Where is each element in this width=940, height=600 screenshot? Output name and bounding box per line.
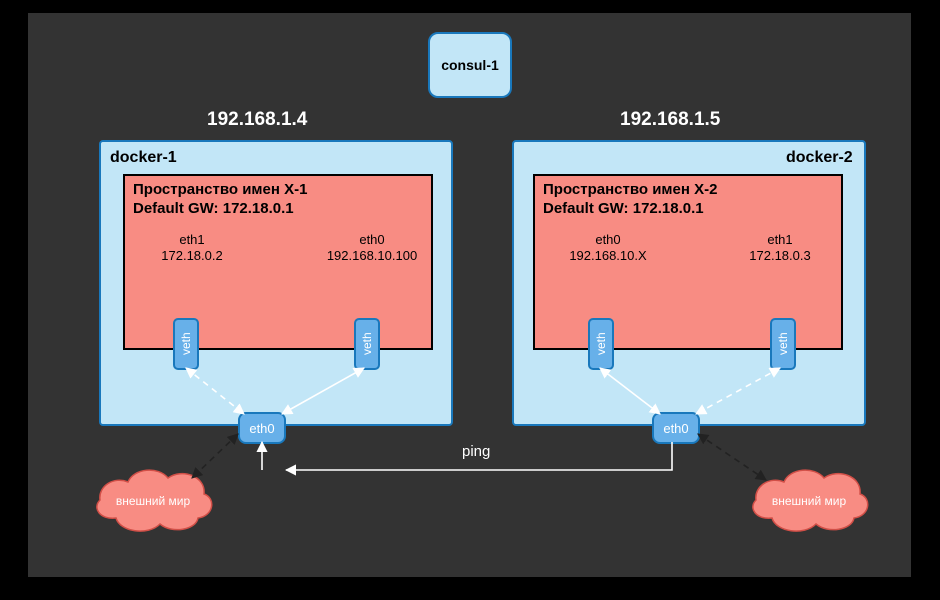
eth0-left: eth0	[238, 412, 286, 444]
ip-right: 192.168.1.5	[620, 109, 720, 131]
ns-x1-title: Пространство имен X-1 Default GW: 172.18…	[133, 181, 307, 219]
diagram-canvas: consul-1 192.168.1.4 192.168.1.5 docker-…	[0, 0, 940, 600]
veth-right-b: veth	[770, 318, 796, 370]
veth-left-b: veth	[354, 318, 380, 370]
iface-left-b: eth0 192.168.10.100	[322, 232, 422, 265]
ns-x2-title: Пространство имен X-2 Default GW: 172.18…	[543, 181, 717, 219]
veth-right-a: veth	[588, 318, 614, 370]
iface-right-b: eth1 172.18.0.3	[740, 232, 820, 265]
iface-left-a: eth1 172.18.0.2	[152, 232, 232, 265]
veth-left-a: veth	[173, 318, 199, 370]
iface-right-a: eth0 192.168.10.X	[560, 232, 656, 265]
cloud-right-label: внешний мир	[754, 494, 864, 508]
docker-2-title: docker-2	[786, 149, 853, 167]
consul-label: consul-1	[441, 57, 499, 73]
consul-node: consul-1	[428, 32, 512, 98]
cloud-left-label: внешний мир	[98, 494, 208, 508]
ip-left: 192.168.1.4	[207, 109, 307, 131]
eth0-right: eth0	[652, 412, 700, 444]
ping-label: ping	[462, 443, 490, 460]
docker-1-title: docker-1	[110, 149, 177, 167]
